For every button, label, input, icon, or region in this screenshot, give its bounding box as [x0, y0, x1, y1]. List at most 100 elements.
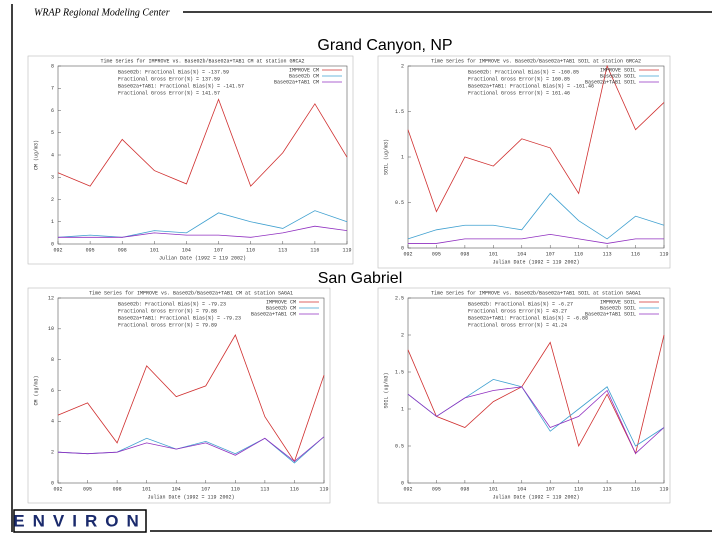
y-tick-label: 0 — [51, 241, 54, 247]
x-tick-label: 107 — [546, 251, 555, 257]
stat-text: Base02b: Fractional Bias(%) = -6.27 — [468, 301, 573, 307]
x-tick-label: 104 — [517, 486, 526, 492]
x-tick-label: 104 — [172, 486, 181, 492]
y-tick-label: 12 — [48, 295, 54, 301]
y-tick-label: 1.5 — [395, 109, 404, 115]
y-tick-label: 0 — [401, 480, 404, 486]
x-tick-label: 107 — [201, 486, 210, 492]
legend-label: IMPROVE SOIL — [600, 67, 636, 73]
y-axis-label: SOIL (ug/m3) — [383, 372, 389, 408]
org-name: WRAP Regional Modeling Center — [34, 7, 170, 18]
y-tick-label: 4 — [51, 419, 54, 425]
y-tick-label: 5 — [51, 130, 54, 136]
plot-panel — [377, 287, 671, 504]
y-tick-label: 2 — [51, 197, 54, 203]
y-tick-label: 2 — [401, 63, 404, 69]
stat-text: Base02b: Fractional Bias(%) = -79.23 — [118, 301, 226, 307]
series-line — [407, 334, 665, 455]
y-axis-label: CM (ug/m3) — [33, 375, 39, 405]
legend-label: IMPROVE CM — [266, 299, 296, 305]
stat-text: Fractional Gross Error(%) = 79.88 — [118, 308, 217, 314]
legend-label: Base02b CM — [266, 305, 296, 311]
x-tick-label: 104 — [517, 251, 526, 257]
stat-text: Fractional Gross Error(%) = 41.24 — [468, 322, 567, 328]
series-line — [57, 210, 348, 238]
legend-label: Base02a+TAB1 SOIL — [585, 79, 636, 85]
stat-text: Base02a+TAB1: Fractional Bias(%) = -141.… — [118, 83, 244, 89]
x-tick-label: 101 — [489, 251, 498, 257]
stat-text: Base02a+TAB1: Fractional Bias(%) = -6.88 — [468, 315, 588, 321]
x-tick-label: 101 — [142, 486, 151, 492]
stat-text: Fractional Gross Error(%) = 137.59 — [118, 76, 220, 82]
chart-title: Time Series for IMPROVE vs. Base02b/Base… — [100, 58, 304, 64]
legend-label: Base02a+TAB1 CM — [251, 311, 296, 317]
x-tick-label: 107 — [546, 486, 555, 492]
y-axis-label: SOIL (ug/m3) — [383, 139, 389, 175]
x-axis-label: Julian Date (1992 = 119 2002) — [159, 255, 246, 261]
legend-label: IMPROVE SOIL — [600, 299, 636, 305]
series-line — [407, 64, 665, 213]
series-line — [407, 192, 665, 240]
y-tick-label: 1 — [401, 406, 404, 412]
y-tick-label: 8 — [51, 63, 54, 69]
legend-label: Base02a+TAB1 CM — [274, 79, 319, 85]
stat-text: Fractional Gross Error(%) = 161.46 — [468, 90, 570, 96]
x-tick-label: 110 — [574, 486, 583, 492]
x-axis-label: Julian Date (1992 = 119 2002) — [492, 259, 579, 265]
x-tick-label: 110 — [574, 251, 583, 257]
x-tick-label: 119 — [659, 251, 668, 257]
x-tick-label: 092 — [403, 486, 412, 492]
series-line — [57, 334, 325, 463]
x-tick-label: 107 — [214, 247, 223, 253]
series-line — [57, 98, 348, 187]
x-tick-label: 098 — [118, 247, 127, 253]
x-tick-label: 101 — [150, 247, 159, 253]
x-tick-label: 113 — [603, 251, 612, 257]
logo: ENVIRON — [13, 511, 146, 530]
x-tick-label: 110 — [246, 247, 255, 253]
plot-frame — [407, 297, 665, 484]
x-tick-label: 113 — [260, 486, 269, 492]
series-line — [408, 233, 664, 244]
x-tick-label: 098 — [460, 251, 469, 257]
y-tick-label: 0.5 — [395, 200, 404, 206]
y-tick-label: 4 — [51, 152, 54, 158]
x-axis-label: Julian Date (1992 = 119 2002) — [492, 494, 579, 500]
series-line — [57, 436, 325, 462]
y-tick-label: 3 — [51, 175, 54, 181]
y-tick-label: 10 — [48, 326, 54, 332]
y-tick-label: 1 — [51, 219, 54, 225]
x-tick-label: 098 — [460, 486, 469, 492]
plot-panel — [377, 55, 671, 269]
legend-label: Base02b CM — [289, 73, 319, 79]
y-tick-label: 0.5 — [395, 443, 404, 449]
x-tick-label: 119 — [659, 486, 668, 492]
chart-title: Time Series for IMPROVE vs. Base02b/Base… — [431, 290, 641, 296]
y-tick-label: 0 — [51, 480, 54, 486]
x-tick-label: 119 — [319, 486, 328, 492]
x-tick-label: 092 — [53, 247, 62, 253]
x-tick-label: 113 — [603, 486, 612, 492]
stat-text: Base02b: Fractional Bias(%) = -137.59 — [118, 69, 229, 75]
x-tick-label: 092 — [403, 251, 412, 257]
y-tick-label: 2.5 — [395, 295, 404, 301]
stat-text: Base02a+TAB1: Fractional Bias(%) = -161.… — [468, 83, 594, 89]
stat-text: Fractional Gross Error(%) = 160.85 — [468, 76, 570, 82]
y-tick-label: 0 — [401, 245, 404, 251]
legend-label: Base02b SOIL — [600, 73, 636, 79]
x-tick-label: 113 — [278, 247, 287, 253]
x-tick-label: 116 — [631, 251, 640, 257]
stat-text: Fractional Gross Error(%) = 141.57 — [118, 90, 220, 96]
series-line — [58, 225, 348, 238]
x-tick-label: 095 — [432, 486, 441, 492]
legend-label: IMPROVE CM — [289, 67, 319, 73]
stat-text: Fractional Gross Error(%) = 79.89 — [118, 322, 217, 328]
x-tick-label: 095 — [432, 251, 441, 257]
stat-text: Base02b: Fractional Bias(%) = -160.85 — [468, 69, 579, 75]
x-tick-label: 095 — [83, 486, 92, 492]
section-title: Grand Canyon, NP — [317, 37, 452, 54]
y-tick-label: 7 — [51, 86, 54, 92]
series-line — [407, 386, 665, 455]
y-tick-label: 1.5 — [395, 369, 404, 375]
